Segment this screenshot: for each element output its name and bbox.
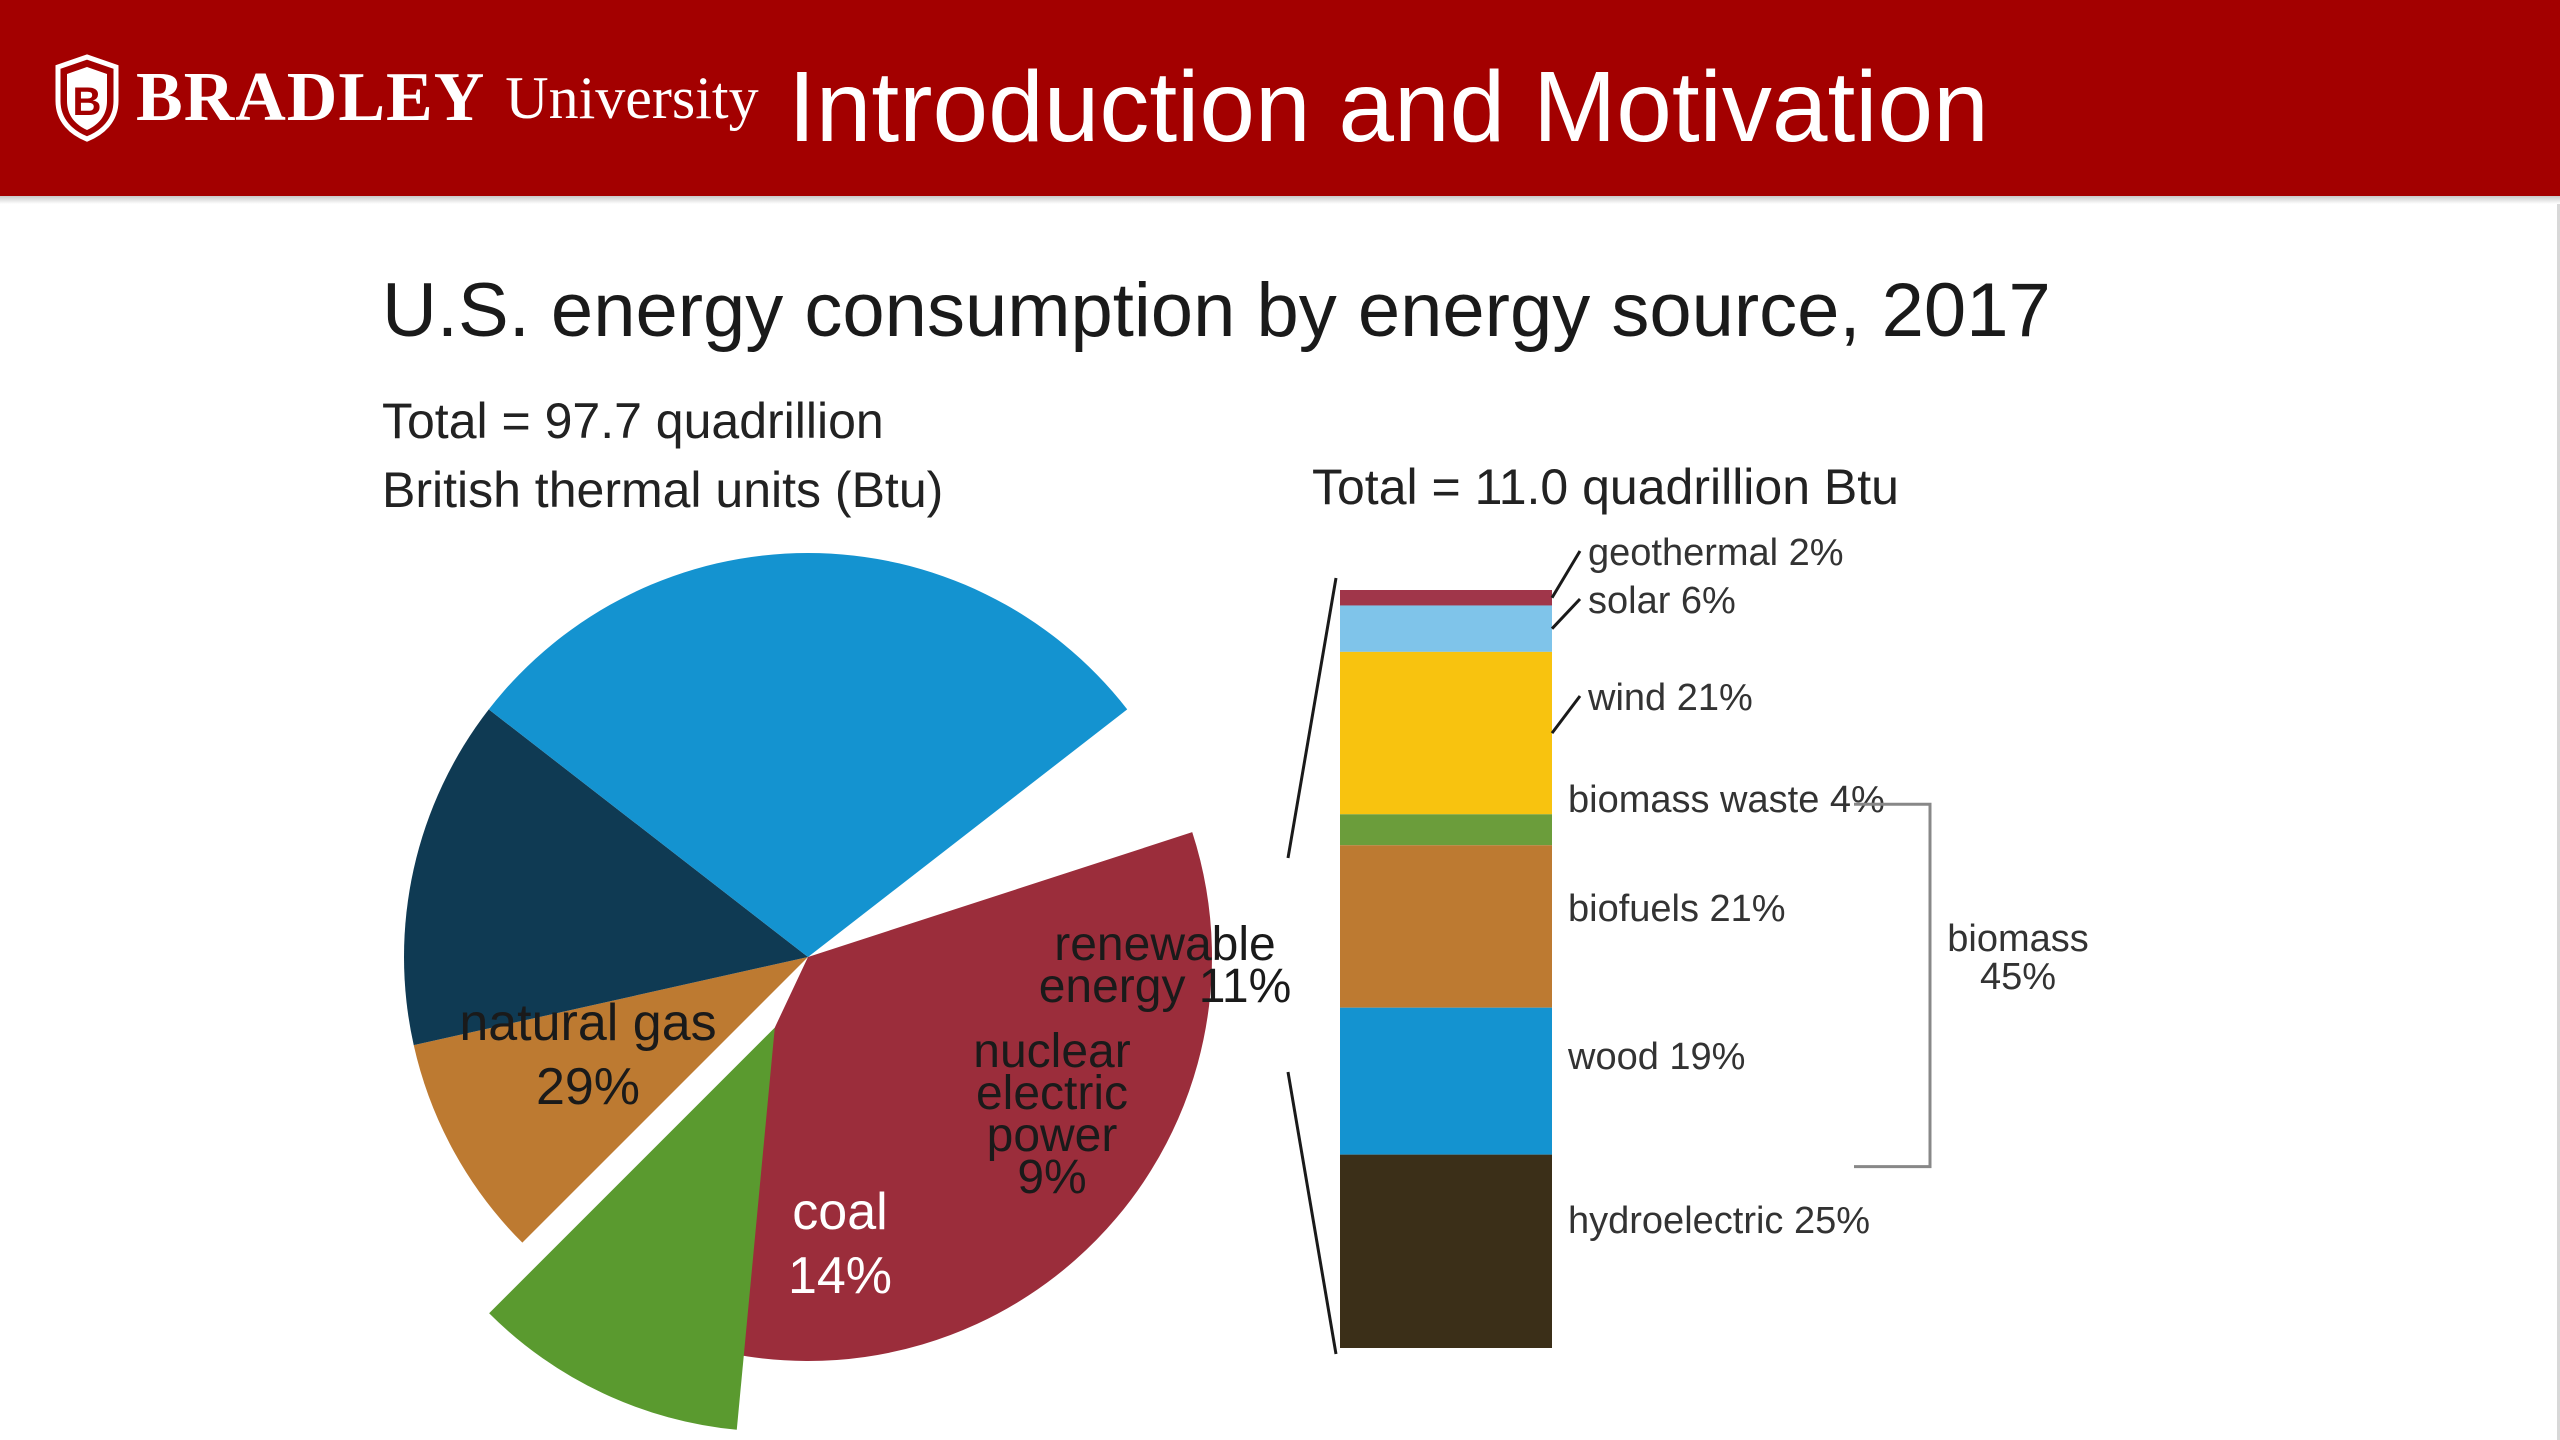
pie-label-renewable: renewable energy 11% xyxy=(1039,918,1292,1013)
leader-line-solar-6 xyxy=(1550,597,1582,630)
bradley-logo: B BRADLEY University xyxy=(52,46,759,150)
pie-total-line-1: Total = 97.7 quadrillion xyxy=(382,393,884,449)
header-shadow xyxy=(0,196,2560,204)
leader-line-geothermal-2 xyxy=(1550,550,1582,599)
header-bar: B BRADLEY University Introduction and Mo… xyxy=(0,0,2560,196)
bar-segment-solar-6 xyxy=(1340,605,1552,652)
logo-sub-text: University xyxy=(505,65,759,131)
bar-label-biomass-waste-4: biomass waste 4% xyxy=(1568,779,1885,821)
bar-segment-biomass-waste-4 xyxy=(1340,814,1552,846)
pie-slice-petroleum xyxy=(635,832,1212,1361)
pie-slice-natural-gas xyxy=(488,553,1128,957)
biomass-bracket xyxy=(1854,802,1932,1169)
slide-right-edge xyxy=(2557,204,2560,1440)
connector-line-top xyxy=(1286,577,1338,859)
bar-segment-wood-19 xyxy=(1340,1007,1552,1155)
biomass-group-label: biomass 45% xyxy=(1947,918,2089,998)
pie-slice-nuclear xyxy=(413,957,808,1243)
leader-line-wind-21 xyxy=(1550,695,1582,734)
pie-slice-renewable xyxy=(489,1027,775,1430)
pie-label-coal: coal 14% xyxy=(788,1183,892,1305)
bar-label-solar-6: solar 6% xyxy=(1588,580,1736,622)
chart-title: U.S. energy consumption by energy source… xyxy=(382,268,2051,353)
bar-total-title: Total = 11.0 quadrillion Btu xyxy=(1312,459,1899,515)
pie-slice-coal xyxy=(404,709,808,1046)
slide-title: Introduction and Motivation xyxy=(788,51,1989,163)
connector-line-bottom xyxy=(1286,1071,1338,1355)
bar-label-geothermal-2: geothermal 2% xyxy=(1588,532,1844,574)
stacked-bar-chart: geothermal 2% solar 6% wind 21% biomass was… xyxy=(1286,532,2089,1355)
bar-segment-geothermal-2 xyxy=(1340,590,1552,606)
bar-segment-hydroelectric-25 xyxy=(1340,1154,1552,1348)
bar-label-wind-21: wind 21% xyxy=(1587,677,1753,719)
bar-segment-wind-21 xyxy=(1340,651,1552,815)
pie-label-nuclear: nuclear electric power 9% xyxy=(973,1025,1130,1204)
bradley-shield-icon: B xyxy=(55,54,119,142)
bar-label-hydroelectric-25: hydroelectric 25% xyxy=(1568,1200,1870,1242)
pie-label-natural-gas: natural gas 29% xyxy=(459,994,716,1116)
svg-text:B: B xyxy=(73,80,102,124)
pie-total-line-2: British thermal units (Btu) xyxy=(382,462,943,518)
bar-label-wood-19: wood 19% xyxy=(1567,1036,1745,1078)
bar-segment-biofuels-21 xyxy=(1340,845,1552,1008)
logo-brand-text: BRADLEY xyxy=(136,59,486,136)
bar-label-biofuels-21: biofuels 21% xyxy=(1568,888,1786,930)
